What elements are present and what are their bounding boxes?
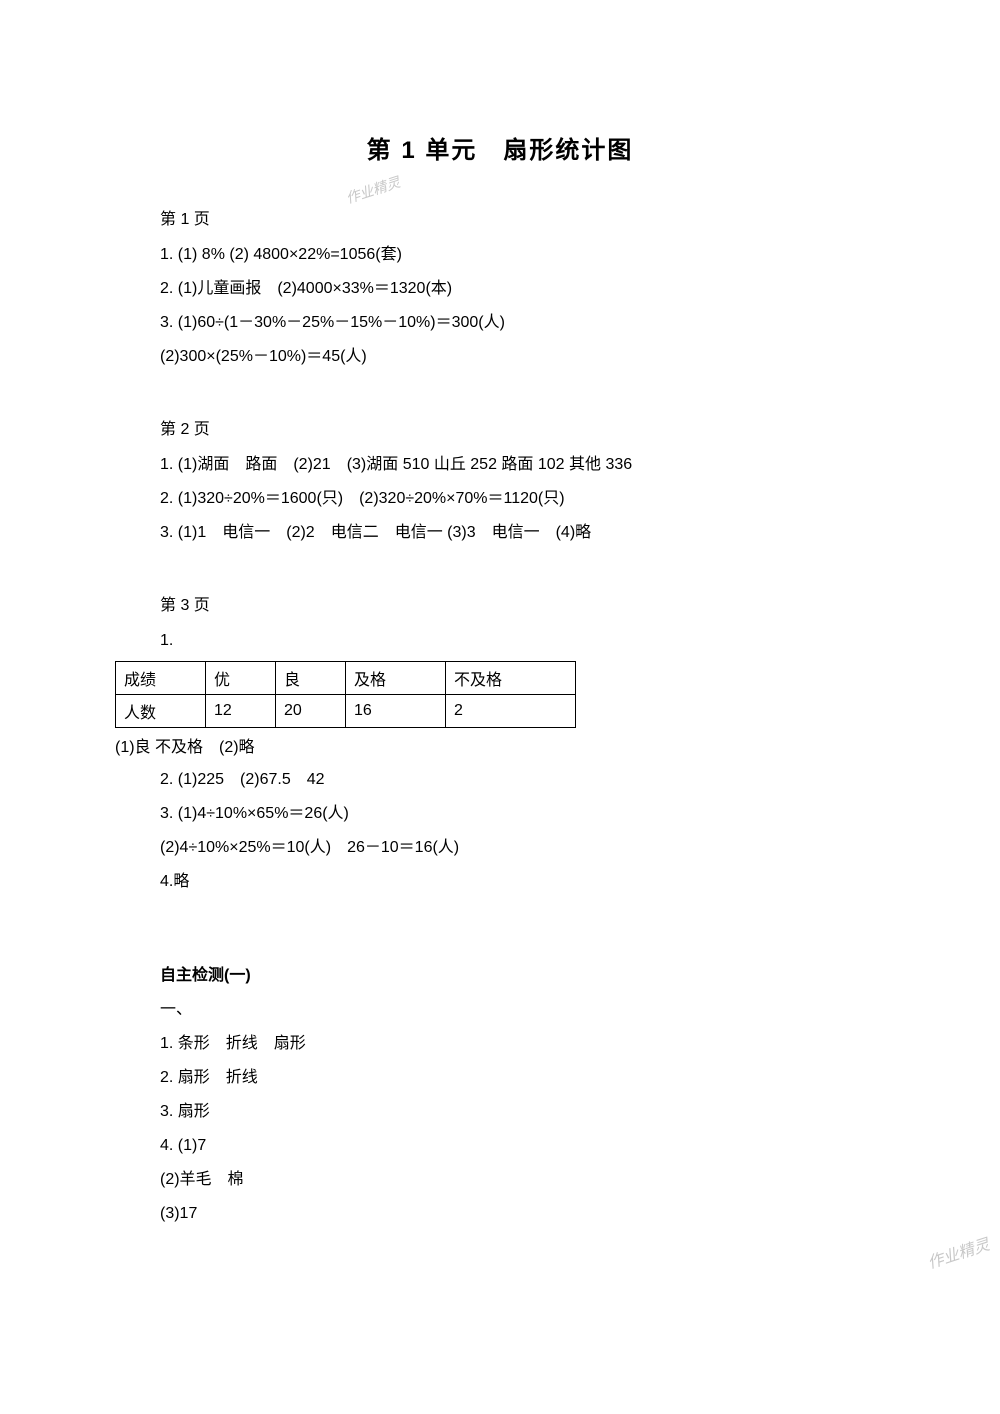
table-cell: 及格 (346, 662, 446, 695)
page2-line2: 2. (1)320÷20%＝1600(只) (2)320÷20%×70%＝112… (160, 483, 840, 515)
page1-line1: 1. (1) 8% (2) 4800×22%=1056(套) (160, 239, 840, 271)
selftest-heading: 自主检测(一) (160, 960, 840, 992)
table-cell: 不及格 (446, 662, 576, 695)
page3-line4: (2)4÷10%×25%＝10(人) 26－10＝16(人) (160, 832, 840, 864)
page3-line2: 2. (1)225 (2)67.5 42 (160, 764, 840, 796)
page3-line1: 1. (160, 625, 840, 657)
main-title: 第 1 单元 扇形统计图 (160, 130, 840, 165)
page2-heading: 第 2 页 (160, 415, 840, 439)
grade-table: 成绩 优 良 及格 不及格 人数 12 20 16 2 (115, 661, 576, 728)
page1-line3: 3. (1)60÷(1－30%－25%－15%－10%)＝300(人) (160, 307, 840, 339)
selftest-line6: (3)17 (160, 1198, 840, 1230)
page3-line3: 3. (1)4÷10%×65%＝26(人) (160, 798, 840, 830)
selftest-line1: 1. 条形 折线 扇形 (160, 1028, 840, 1060)
selftest-sec1: 一、 (160, 994, 840, 1026)
page2-line1: 1. (1)湖面 路面 (2)21 (3)湖面 510 山丘 252 路面 10… (160, 449, 840, 481)
table-cell: 16 (346, 695, 446, 728)
table-cell: 成绩 (116, 662, 206, 695)
selftest-line5: (2)羊毛 棉 (160, 1164, 840, 1196)
table-row-data: 人数 12 20 16 2 (116, 695, 576, 728)
table-row-header: 成绩 优 良 及格 不及格 (116, 662, 576, 695)
page1-line4: (2)300×(25%－10%)＝45(人) (160, 341, 840, 373)
page3-after-table: (1)良 不及格 (2)略 (115, 732, 840, 764)
selftest-line3: 3. 扇形 (160, 1096, 840, 1128)
page1-heading: 第 1 页 (160, 205, 840, 229)
page3-heading: 第 3 页 (160, 591, 840, 615)
table-cell: 20 (276, 695, 346, 728)
page3-line5: 4.略 (160, 866, 840, 898)
table-cell: 优 (206, 662, 276, 695)
table-cell: 2 (446, 695, 576, 728)
selftest-line4: 4. (1)7 (160, 1130, 840, 1162)
selftest-line2: 2. 扇形 折线 (160, 1062, 840, 1094)
table-cell: 人数 (116, 695, 206, 728)
table-cell: 12 (206, 695, 276, 728)
page1-line2: 2. (1)儿童画报 (2)4000×33%＝1320(本) (160, 273, 840, 305)
page-content: 第 1 单元 扇形统计图 第 1 页 1. (1) 8% (2) 4800×22… (0, 0, 1000, 1292)
table-cell: 良 (276, 662, 346, 695)
page2-line3: 3. (1)1 电信一 (2)2 电信二 电信一 (3)3 电信一 (4)略 (160, 517, 840, 549)
